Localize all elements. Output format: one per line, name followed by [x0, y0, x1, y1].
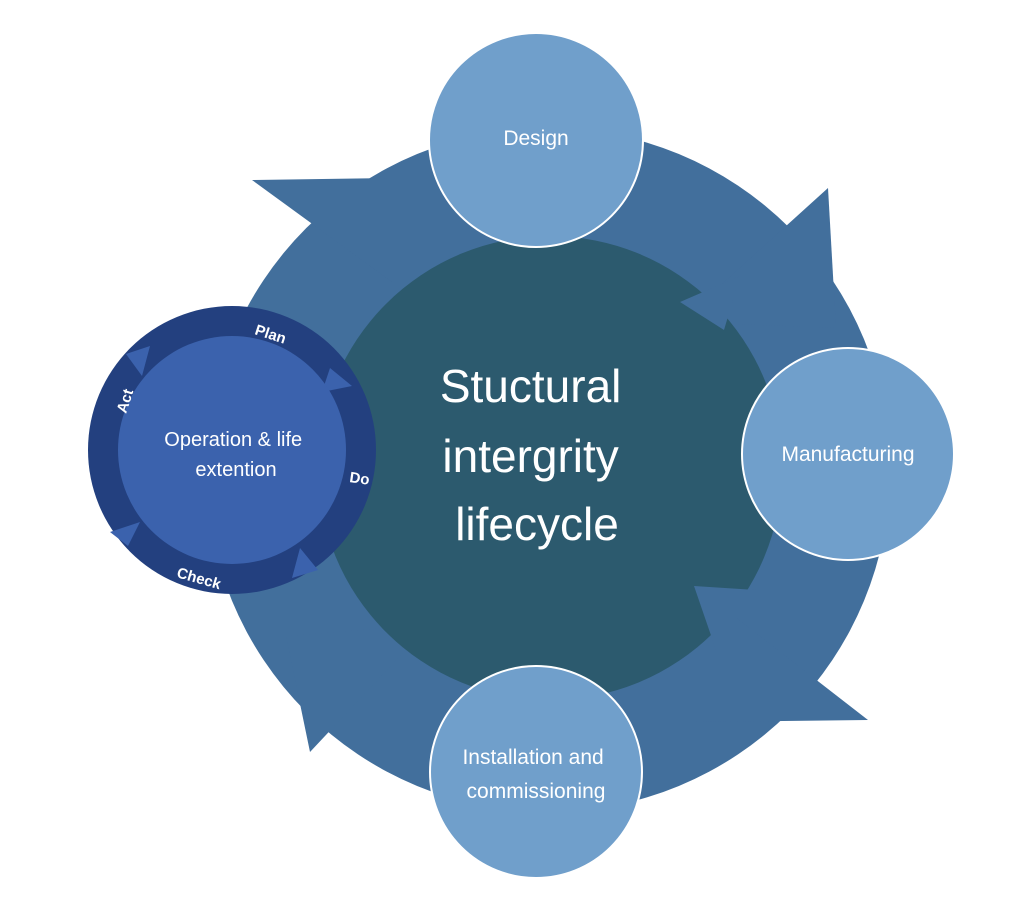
pdca-arrow-head-plan	[322, 368, 352, 392]
operation-label: Operation & life extention	[164, 429, 307, 481]
installation-label: Installation and commissioning	[462, 746, 609, 803]
pdca-do-label: Do	[348, 469, 370, 489]
operation-node	[118, 336, 346, 564]
arrow-head-installation-to-operation	[286, 624, 430, 752]
center-title-line-3: lifecycle	[455, 498, 619, 550]
manufacturing-label: Manufacturing	[781, 443, 914, 466]
hub-notch-bottom-right	[694, 586, 756, 650]
hub-notch-top-right	[680, 276, 740, 330]
installation-label-line-1: Installation and	[462, 746, 603, 769]
operation-label-line-2: extention	[195, 459, 276, 481]
pdca-act-label: Act	[114, 387, 138, 415]
arrow-head-manufacturing-to-installation	[694, 585, 868, 722]
pdca-arrow-head-check	[110, 522, 140, 546]
pdca-arrow-head-act	[126, 346, 150, 376]
pdca-arrow-head-do	[292, 548, 318, 578]
center-title-line-2: intergrity	[442, 430, 618, 482]
center-hub	[318, 236, 782, 700]
manufacturing-node	[741, 347, 955, 561]
operation-cycle-group: Operation & life extention Plan Do Check…	[88, 306, 376, 594]
center-title: Stuctural intergrity lifecycle	[440, 360, 634, 550]
installation-label-line-2: commissioning	[467, 780, 606, 803]
installation-node	[429, 665, 643, 879]
design-label: Design	[503, 127, 568, 150]
center-title-line-1: Stuctural	[440, 360, 622, 412]
operation-label-line-1: Operation & life	[164, 429, 302, 451]
arrow-head-operation-to-design	[252, 178, 392, 282]
design-node	[428, 32, 644, 248]
